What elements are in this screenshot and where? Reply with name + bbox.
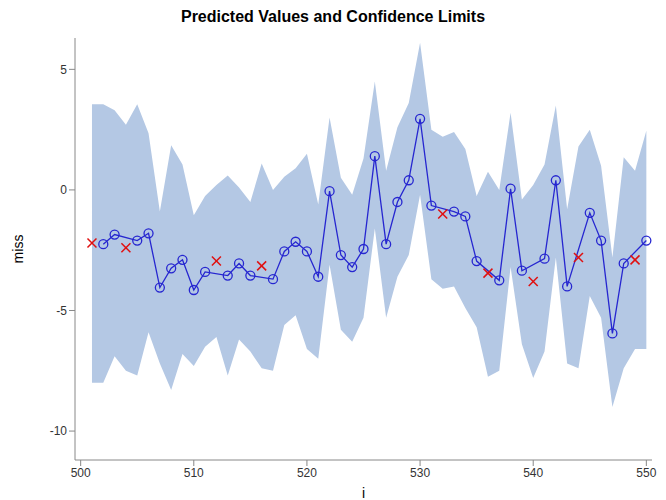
svg-text:5: 5 bbox=[60, 63, 67, 77]
svg-text:i: i bbox=[362, 485, 365, 500]
svg-text:miss: miss bbox=[10, 235, 26, 264]
svg-text:520: 520 bbox=[297, 466, 317, 480]
svg-text:500: 500 bbox=[71, 466, 91, 480]
svg-text:530: 530 bbox=[410, 466, 430, 480]
svg-text:550: 550 bbox=[636, 466, 656, 480]
svg-text:0: 0 bbox=[60, 183, 67, 197]
svg-text:510: 510 bbox=[184, 466, 204, 480]
html-text:Predicted Values and Confidenc: Predicted Values and Confidence Limits bbox=[181, 8, 485, 25]
svg-text:540: 540 bbox=[523, 466, 543, 480]
svg-text:-10: -10 bbox=[50, 424, 68, 438]
svg-text:-5: -5 bbox=[56, 304, 67, 318]
